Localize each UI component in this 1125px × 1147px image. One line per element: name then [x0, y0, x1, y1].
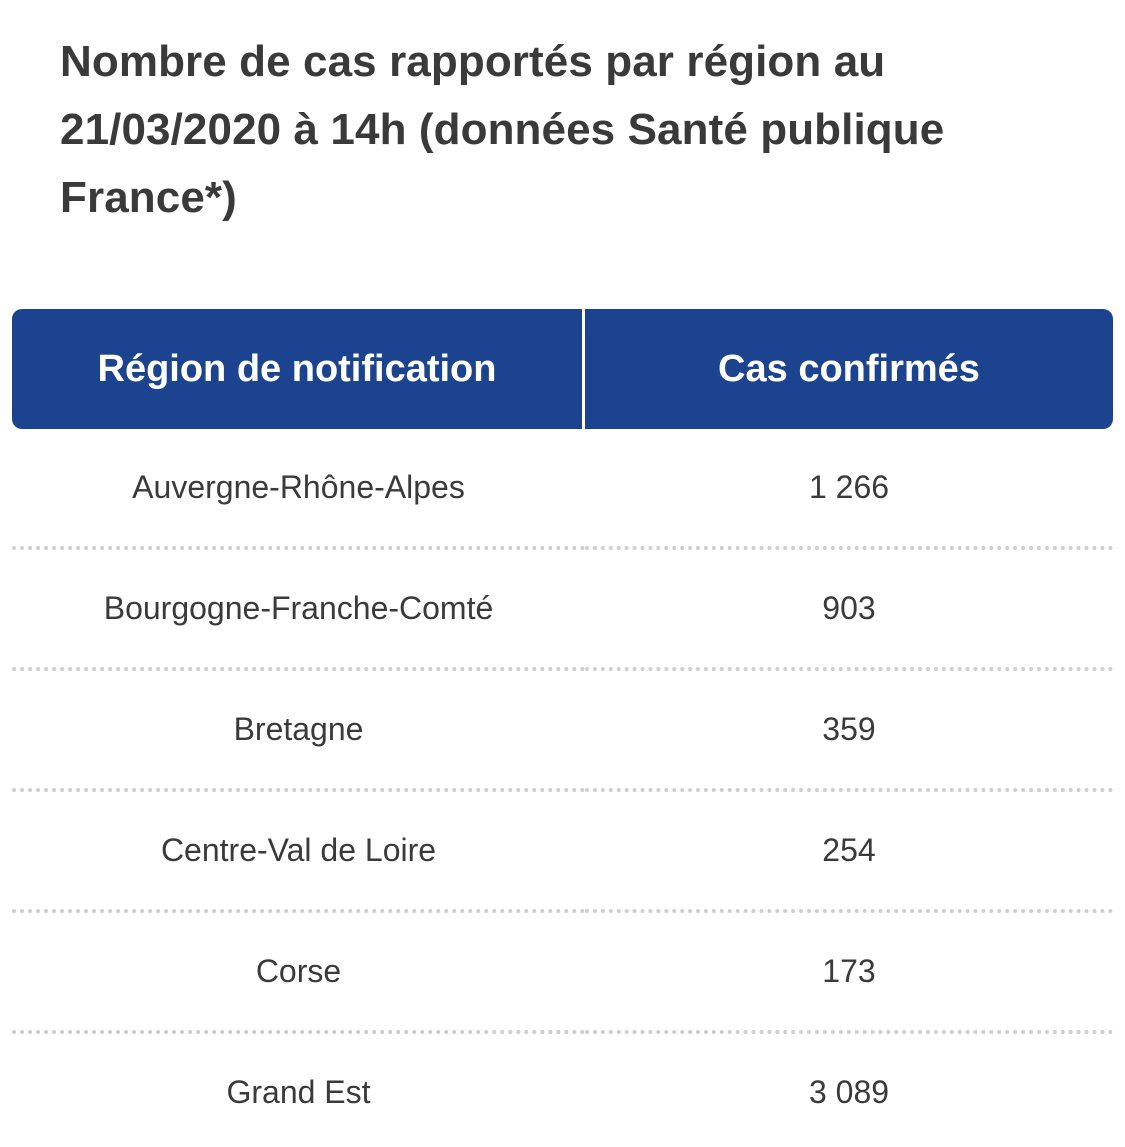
table-header-row: Région de notification Cas confirmés	[12, 309, 1113, 429]
table-row: Corse 173	[12, 913, 1113, 1034]
region-cell: Centre-Val de Loire	[12, 792, 585, 913]
region-cell: Grand Est	[12, 1034, 585, 1147]
table-row: Auvergne-Rhône-Alpes 1 266	[12, 429, 1113, 550]
column-header-cases: Cas confirmés	[585, 309, 1113, 429]
table-row: Grand Est 3 089	[12, 1034, 1113, 1147]
cases-cell: 3 089	[585, 1034, 1113, 1147]
column-header-region: Région de notification	[12, 309, 585, 429]
region-cell: Corse	[12, 913, 585, 1034]
page-title: Nombre de cas rapportés par région au 21…	[60, 37, 945, 222]
cases-cell: 173	[585, 913, 1113, 1034]
region-cell: Auvergne-Rhône-Alpes	[12, 429, 585, 550]
table-row: Bourgogne-Franche-Comté 903	[12, 550, 1113, 671]
region-cell: Bretagne	[12, 671, 585, 792]
table-header: Région de notification Cas confirmés	[12, 309, 1113, 429]
region-cell: Bourgogne-Franche-Comté	[12, 550, 585, 671]
cases-cell: 359	[585, 671, 1113, 792]
table-row: Bretagne 359	[12, 671, 1113, 792]
cases-table-container: Région de notification Cas confirmés Auv…	[12, 309, 1113, 1147]
table-row: Centre-Val de Loire 254	[12, 792, 1113, 913]
cases-cell: 254	[585, 792, 1113, 913]
cases-cell: 1 266	[585, 429, 1113, 550]
cases-by-region-table: Région de notification Cas confirmés Auv…	[12, 309, 1113, 1147]
table-body: Auvergne-Rhône-Alpes 1 266 Bourgogne-Fra…	[12, 429, 1113, 1147]
cases-cell: 903	[585, 550, 1113, 671]
